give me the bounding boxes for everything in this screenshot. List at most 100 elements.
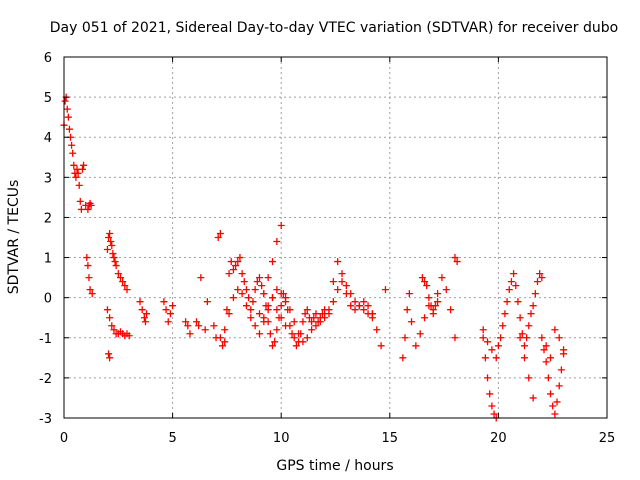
- data-point: [484, 338, 492, 346]
- data-point: [192, 318, 200, 326]
- data-point: [408, 318, 416, 326]
- data-point: [295, 330, 303, 338]
- data-point: [303, 306, 311, 314]
- data-point: [277, 221, 285, 229]
- data-point: [542, 342, 550, 350]
- data-point: [111, 258, 119, 266]
- data-point: [547, 390, 555, 398]
- data-point: [368, 310, 376, 318]
- data-point: [360, 306, 368, 314]
- data-point: [109, 250, 117, 258]
- data-point: [510, 270, 518, 278]
- data-point: [110, 254, 118, 262]
- y-tick-label: 6: [44, 51, 52, 66]
- data-point: [516, 314, 524, 322]
- data-point: [486, 390, 494, 398]
- data-point: [338, 278, 346, 286]
- data-point: [123, 286, 131, 294]
- data-point: [186, 330, 194, 338]
- data-point: [108, 242, 116, 250]
- y-tick-label: 3: [44, 171, 52, 186]
- data-point: [538, 334, 546, 342]
- data-point: [401, 334, 409, 342]
- data-point: [399, 354, 407, 362]
- data-point: [70, 161, 78, 169]
- data-point: [277, 290, 285, 298]
- data-point: [286, 306, 294, 314]
- data-point: [514, 298, 522, 306]
- data-point: [447, 306, 455, 314]
- data-point: [423, 282, 431, 290]
- data-point: [169, 302, 177, 310]
- data-point: [533, 278, 541, 286]
- data-point: [166, 310, 174, 318]
- data-point: [325, 310, 333, 318]
- data-point: [403, 306, 411, 314]
- data-point: [520, 342, 528, 350]
- data-point: [381, 286, 389, 294]
- data-point: [107, 238, 115, 246]
- data-point: [61, 97, 69, 105]
- data-point: [245, 294, 253, 302]
- data-point: [538, 274, 546, 282]
- data-point: [229, 266, 237, 274]
- data-point: [247, 314, 255, 322]
- data-point: [518, 330, 526, 338]
- data-point: [338, 270, 346, 278]
- chart-title: Day 051 of 2021, Sidereal Day-to-day VTE…: [50, 20, 618, 36]
- y-tick-label: 2: [44, 211, 52, 226]
- data-point: [308, 326, 316, 334]
- data-point: [549, 402, 557, 410]
- x-ticks: 0 5 10 15 20 25: [60, 57, 615, 446]
- data-point: [310, 314, 318, 322]
- data-point: [479, 334, 487, 342]
- data-point: [108, 322, 116, 330]
- data-point: [273, 306, 281, 314]
- data-point: [544, 374, 552, 382]
- data-point: [65, 125, 73, 133]
- data-point: [138, 306, 146, 314]
- data-point: [412, 342, 420, 350]
- data-point: [269, 342, 277, 350]
- data-point: [497, 334, 505, 342]
- data-point: [507, 278, 515, 286]
- data-point: [299, 318, 307, 326]
- data-point: [216, 229, 224, 237]
- data-point: [451, 254, 459, 262]
- data-point: [247, 306, 255, 314]
- data-point: [405, 290, 413, 298]
- data-point: [184, 322, 192, 330]
- data-point: [484, 374, 492, 382]
- data-point: [242, 286, 250, 294]
- data-point: [264, 274, 272, 282]
- data-point: [516, 334, 524, 342]
- data-point: [214, 234, 222, 241]
- data-point: [72, 173, 80, 181]
- data-point: [351, 298, 359, 306]
- data-point: [536, 270, 544, 278]
- data-point: [542, 358, 550, 366]
- data-point: [75, 181, 83, 189]
- x-tick-label: 5: [168, 431, 176, 446]
- data-point: [553, 398, 561, 406]
- data-point: [303, 334, 311, 342]
- data-point: [69, 149, 77, 157]
- data-point: [429, 310, 437, 318]
- data-point: [269, 294, 277, 302]
- data-point: [490, 410, 498, 418]
- x-tick-label: 10: [273, 431, 290, 446]
- x-tick-label: 15: [382, 431, 399, 446]
- data-point: [210, 322, 218, 330]
- data-point: [221, 326, 229, 334]
- data-point: [114, 270, 122, 278]
- grid: [64, 57, 607, 418]
- data-point: [527, 310, 535, 318]
- data-point: [312, 322, 320, 330]
- data-point: [86, 286, 94, 294]
- data-point: [88, 290, 96, 298]
- data-point: [78, 165, 86, 173]
- data-point: [488, 346, 496, 354]
- y-tick-label: 5: [44, 91, 52, 106]
- data-point: [551, 326, 559, 334]
- data-point: [481, 354, 489, 362]
